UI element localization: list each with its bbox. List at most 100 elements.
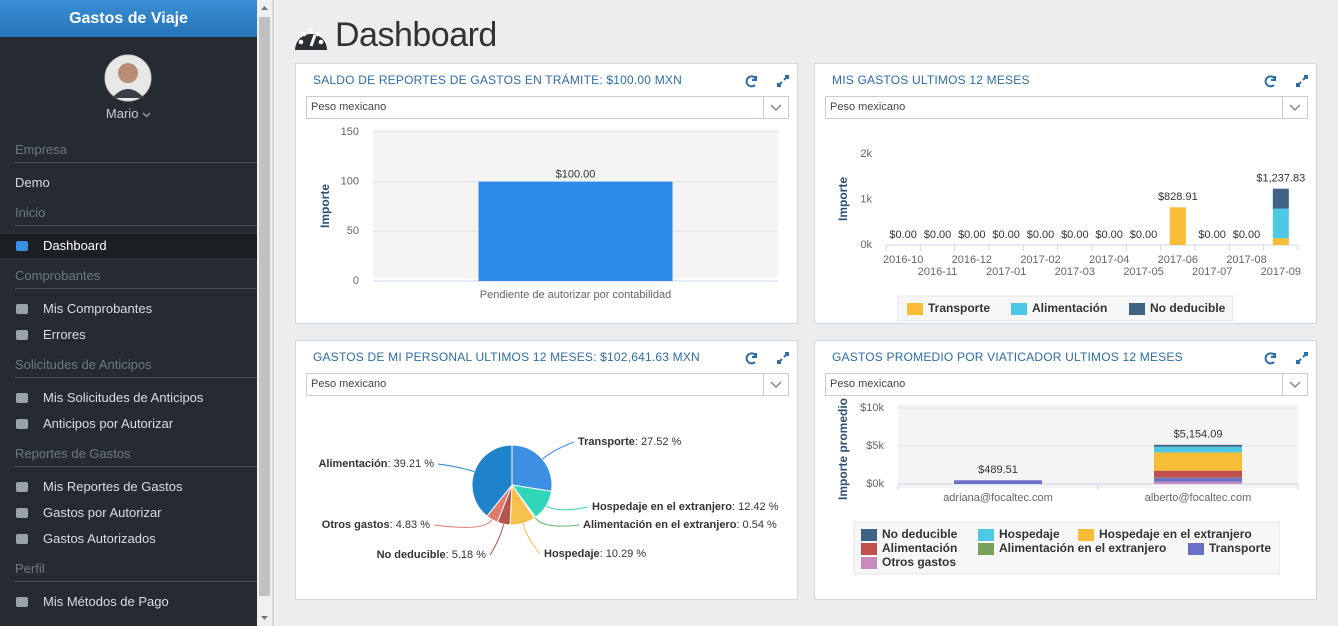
expand-button[interactable] [777,352,789,364]
legend-label[interactable]: Otros gastos [882,555,956,569]
panel: 0k 1k 2k Importe 2016-10 $0.00 2016-11 $0.00 201… [814,63,1317,324]
total-label: $0.00 [992,229,1020,241]
caret-shape [1289,381,1301,389]
menu-item[interactable]: Errores [0,323,257,347]
user-avatar[interactable] [104,54,152,102]
menu-icon [16,482,28,492]
menu-item[interactable]: Demo [0,171,257,195]
menu-section-header: Perfil [15,561,45,576]
menu-icon [16,419,28,429]
pie-label-name: Alimentación [318,458,387,470]
legend-label[interactable]: Hospedaje [999,527,1060,541]
legend-swatch [978,543,994,555]
pie-slice [511,444,553,492]
leader-line [433,519,493,528]
leader-line [545,505,589,511]
bar-segment [1272,238,1289,245]
select-caret [1282,97,1301,118]
scrollbar[interactable] [257,0,274,626]
menu-item[interactable]: Mis Comprobantes [0,297,257,321]
expand-button[interactable] [1296,352,1308,364]
legend-box [853,521,1280,575]
legend-label[interactable]: Transporte [1209,541,1271,555]
total-label: $0.00 [1095,229,1123,241]
legend-label[interactable]: Hospedaje en el extranjero [1099,527,1252,541]
x-tick-label: 2017-04 [1089,254,1129,266]
pie-label-name: Hospedaje [544,548,600,560]
refresh-button[interactable] [1264,352,1276,365]
currency-select-value: Peso mexicano [311,378,387,390]
menu-item[interactable]: Mis Solicitudes de Anticipos [0,386,257,410]
refresh-button[interactable] [745,352,757,365]
menu-icon [16,393,28,403]
scrollbar-thumb[interactable] [259,17,270,596]
menu-divider [15,225,257,226]
legend-box [897,295,1234,322]
menu-section-header: Inicio [15,205,46,220]
x-tick-label: alberto@focaltec.com [1145,492,1252,504]
y-tick-label: 0 [353,275,359,287]
menu-item-label: Demo [15,175,50,190]
menu-item-label: Mis Reportes de Gastos [43,479,183,494]
scroll-arrows [261,6,268,620]
legend-label[interactable]: Alimentación [1032,301,1107,315]
panel-title: SALDO DE REPORTES DE GASTOS EN TRÁMITE: … [313,73,682,87]
menu: Empresa Demo Inicio Dashboard Comprobantes Mi… [0,0,257,626]
pie-label-value: : 27.52 % [635,436,682,448]
legend-label[interactable]: No deducible [1150,301,1226,315]
x-tick-label: 2017-02 [1020,254,1060,266]
legend-label[interactable]: Alimentación en el extranjero [999,541,1166,555]
leader-line [542,441,575,460]
menu-item[interactable]: Mis Reportes de Gastos [0,475,257,499]
total-label: $0.00 [958,229,986,241]
user-menu[interactable]: Mario [0,106,257,121]
x-tick-label: 2017-01 [986,266,1026,278]
legend-label[interactable]: Transporte [928,301,990,315]
expand-button[interactable] [777,75,789,87]
refresh-icon [1264,75,1276,88]
menu-section-header: Solicitudes de Anticipos [15,357,152,372]
total-label: $0.00 [1233,229,1261,241]
menu-item[interactable]: Dashboard [0,234,257,258]
menu-item-label: Dashboard [43,238,107,253]
bar-segment [1154,470,1242,478]
menu-item-label: Anticipos por Autorizar [43,416,174,431]
panel: Transporte: 27.52 % Hospedaje en el extra… [295,340,798,600]
sidebar: Gastos de Viaje Mario Empresa Demo Inicio D… [0,0,257,626]
expand-button[interactable] [1296,75,1308,87]
menu-icon-shape [16,508,28,518]
select-caret [763,374,782,395]
menu-item[interactable]: Mis Métodos de Pago [0,590,257,614]
legend-swatch [861,543,877,555]
legend-label[interactable]: No deducible [882,527,958,541]
panel-title: GASTOS DE MI PERSONAL ULTIMOS 12 MESES: … [313,350,700,364]
y-tick-label: 50 [347,225,359,237]
currency-select[interactable]: Peso mexicano [825,373,1308,396]
menu-item[interactable]: Gastos por Autorizar [0,501,257,525]
legend-label[interactable]: Alimentación [882,541,957,555]
x-tick-label: 2016-12 [952,254,992,266]
total-label: $0.00 [889,229,917,241]
legend-swatch [861,557,877,569]
currency-select[interactable]: Peso mexicano [825,96,1308,119]
refresh-button[interactable] [745,75,757,88]
menu-item[interactable]: Anticipos por Autorizar [0,412,257,436]
menu-icon [16,534,28,544]
refresh-button[interactable] [1264,75,1276,88]
menu-icon [16,330,28,340]
menu-divider [15,288,257,289]
panel-title: GASTOS PROMEDIO POR VIATICADOR ULTIMOS 1… [832,350,1183,364]
total-label: $0.00 [1130,229,1158,241]
currency-select[interactable]: Peso mexicano [306,96,789,119]
panel: 0 50 100 150 Importe Pendiente de autorizar p… [295,63,798,324]
menu-item[interactable]: Gastos Autorizados [0,527,257,551]
refresh-icon [745,75,757,88]
app-title[interactable]: Gastos de Viaje [0,0,257,37]
y-axis-title: Importe promedio [836,398,850,500]
pie-slice [471,444,513,517]
dashboard-icon [295,28,327,50]
total-label: $1,237.83 [1256,173,1305,185]
currency-select[interactable]: Peso mexicano [306,373,789,396]
menu-icon [16,241,28,251]
x-tick-label: Pendiente de autorizar por contabilidad [480,289,671,301]
